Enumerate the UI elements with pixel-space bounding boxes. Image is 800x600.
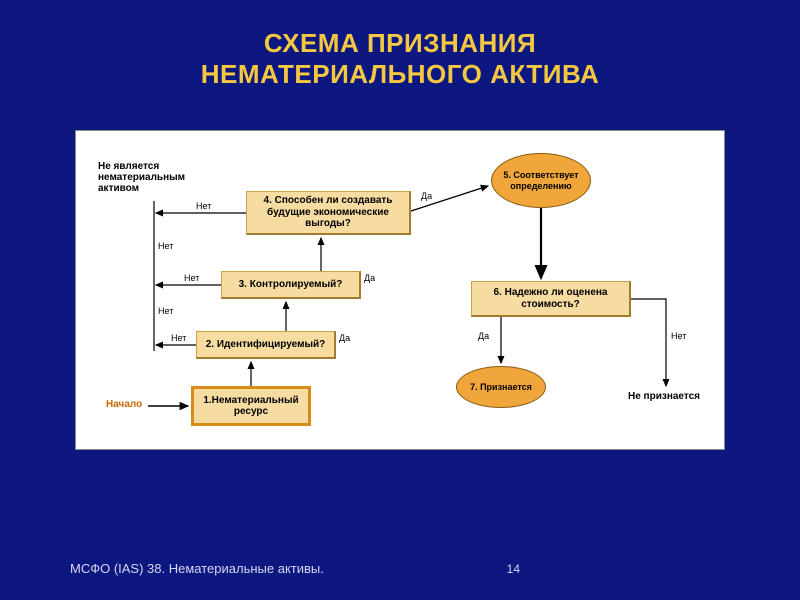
footer-text: МСФО (IAS) 38. Нематериальные активы. xyxy=(70,561,324,576)
node-1-resource: 1.Нематериальный ресурс xyxy=(191,386,311,426)
node-7-label: 7. Признается xyxy=(470,382,532,392)
title-line-1: СХЕМА ПРИЗНАНИЯ xyxy=(264,28,536,58)
edge-yes-4: Да xyxy=(421,191,432,201)
node-2-label: 2. Идентифицируемый? xyxy=(206,339,326,351)
edge-no-4: Нет xyxy=(196,201,211,211)
node-4-label: 4. Способен ли создавать будущие экономи… xyxy=(251,195,405,230)
start-label: Начало xyxy=(106,399,142,410)
edge-no-6: Нет xyxy=(671,331,686,341)
title-line-2: НЕМАТЕРИАЛЬНОГО АКТИВА xyxy=(201,59,600,89)
slide-title: СХЕМА ПРИЗНАНИЯ НЕМАТЕРИАЛЬНОГО АКТИВА xyxy=(0,0,800,90)
edge-yes-2: Да xyxy=(339,333,350,343)
node-3-controlled: 3. Контролируемый? xyxy=(221,271,361,299)
node-4-future-benefit: 4. Способен ли создавать будущие экономи… xyxy=(246,191,411,235)
node-7-recognized: 7. Признается xyxy=(456,366,546,408)
edge-no-2: Нет xyxy=(171,333,186,343)
node-5-label: 5. Соответствует определению xyxy=(496,170,586,191)
node-6-label: 6. Надежно ли оценена стоимость? xyxy=(476,287,625,310)
node-5-matches-definition: 5. Соответствует определению xyxy=(491,153,591,208)
node-2-identifiable: 2. Идентифицируемый? xyxy=(196,331,336,359)
page-number: 14 xyxy=(507,562,520,576)
not-asset-label: Не является нематериальным активом xyxy=(98,161,185,194)
not-recognized-label: Не признается xyxy=(628,391,700,402)
node-6-reliable-value: 6. Надежно ли оценена стоимость? xyxy=(471,281,631,317)
edge-yes-6: Да xyxy=(478,331,489,341)
edge-no-left-col2: Нет xyxy=(158,306,173,316)
edge-no-3: Нет xyxy=(184,273,199,283)
node-3-label: 3. Контролируемый? xyxy=(239,279,343,291)
flowchart-panel: 1.Нематериальный ресурс 2. Идентифицируе… xyxy=(75,130,725,450)
node-1-label: 1.Нематериальный ресурс xyxy=(198,395,304,418)
edge-yes-3: Да xyxy=(364,273,375,283)
edge-no-left-col1: Нет xyxy=(158,241,173,251)
